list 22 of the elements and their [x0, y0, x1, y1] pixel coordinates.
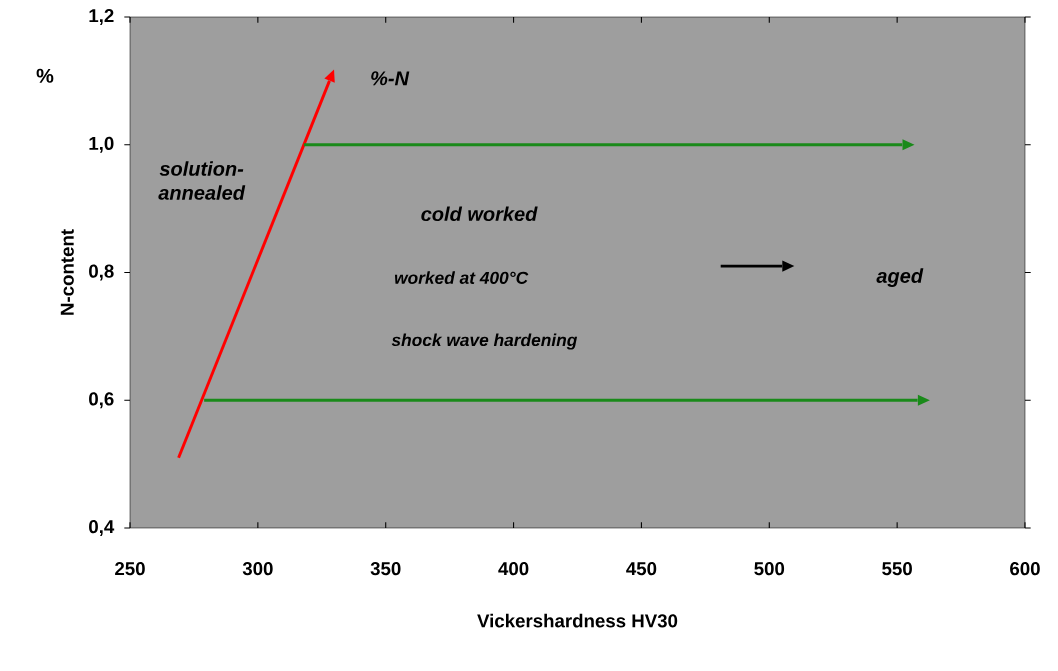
y-tick-label: 1,2 — [89, 9, 114, 25]
x-tick-label: 550 — [882, 562, 912, 576]
x-tick-label: 450 — [626, 562, 657, 576]
annotation: solution-annealed — [158, 161, 246, 200]
x-tick-label: 500 — [754, 562, 785, 576]
y-tick-label: 1,0 — [89, 136, 114, 153]
x-tick-label: 250 — [115, 562, 145, 576]
text: % — [36, 68, 54, 83]
x-tick-label: 350 — [370, 562, 401, 576]
annotation: %-N — [371, 71, 410, 86]
x-tick-label: 400 — [498, 562, 529, 576]
x-axis-title: Vickershardness HV30 — [477, 613, 678, 628]
x-tick-label: 300 — [242, 562, 273, 576]
annotation: cold worked — [421, 206, 538, 222]
y-axis-title: N-content — [60, 229, 74, 315]
y-tick-label: 0,8 — [89, 264, 114, 281]
annotation: aged — [876, 268, 924, 287]
annotation: worked at 400°C — [394, 271, 529, 284]
y-tick-label: 0,4 — [89, 520, 115, 536]
annotation: shock wave hardening — [391, 333, 578, 350]
y-tick-label: 0,6 — [89, 392, 114, 409]
x-tick-label: 600 — [1010, 562, 1040, 576]
